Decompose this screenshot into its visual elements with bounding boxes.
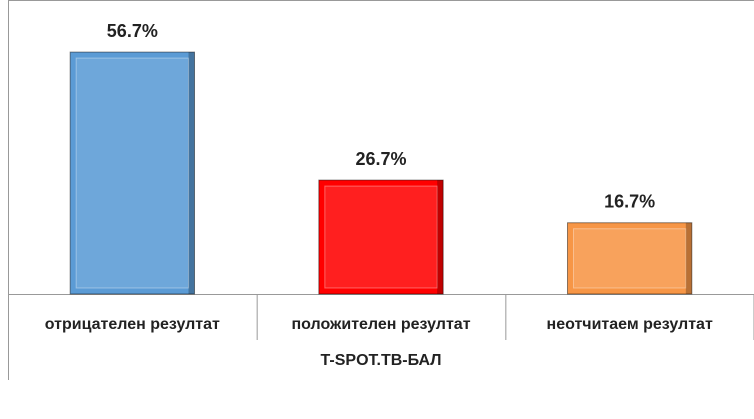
bar-bevel bbox=[573, 228, 687, 289]
x-tick-label: неотчитаем резултат bbox=[547, 316, 713, 333]
bar bbox=[567, 222, 693, 295]
x-tick-label: положителен резултат bbox=[291, 316, 470, 333]
bar-bevel bbox=[75, 57, 189, 289]
value-label: 56.7% bbox=[107, 21, 158, 41]
value-label: 26.7% bbox=[355, 149, 406, 169]
bar-bevel bbox=[324, 185, 438, 289]
bar-shade bbox=[437, 180, 444, 294]
bar bbox=[318, 179, 444, 295]
x-tick-label: отрицателен резултат bbox=[45, 316, 220, 333]
bar bbox=[69, 51, 195, 295]
bar-shade bbox=[685, 222, 692, 294]
x-axis-label: T-SPOT.TB-БАЛ bbox=[321, 352, 442, 369]
value-label: 16.7% bbox=[604, 191, 655, 211]
bar-shade bbox=[188, 52, 195, 294]
